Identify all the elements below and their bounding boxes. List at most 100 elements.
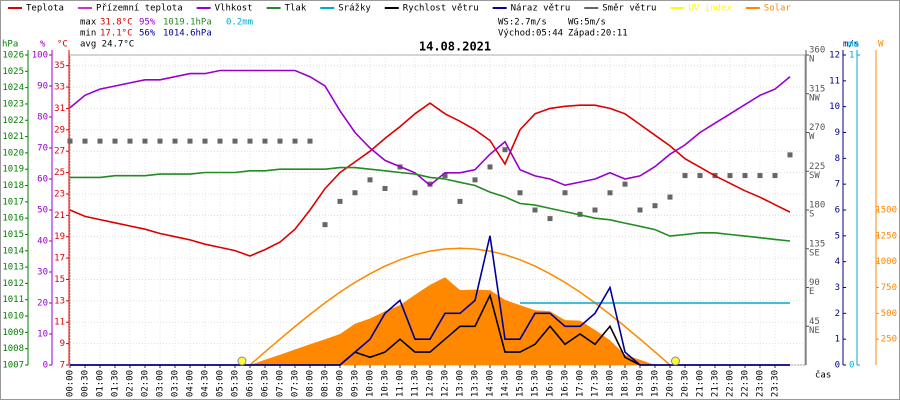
x-tick-label: 22:00: [726, 370, 736, 397]
y-tick-label: 11: [54, 318, 65, 328]
y-tick-label: 1025: [2, 67, 24, 77]
y-tick-label: 12: [829, 51, 840, 61]
stat-value: 1014.6hPa: [163, 29, 212, 39]
direction-point: [67, 138, 73, 144]
y-tick-label: 10: [37, 330, 48, 340]
series-line: [69, 69, 791, 187]
direction-point: [112, 138, 118, 144]
direction-point: [742, 173, 748, 179]
x-tick-label: 16:30: [561, 370, 571, 397]
legend-label: Vlhkost: [215, 4, 253, 14]
y-tick-name: SW: [809, 171, 820, 181]
y-tick-label: 6: [835, 206, 840, 216]
x-tick-label: 09:00: [336, 370, 346, 397]
y-tick-name: E: [809, 287, 814, 297]
y-tick-label: 0: [43, 361, 48, 371]
x-tick-label: 14:30: [501, 370, 511, 397]
y-tick-label: 1026: [2, 51, 24, 61]
y-tick-label: 225: [809, 162, 825, 172]
y-tick-label: 1: [849, 51, 854, 61]
wind-stat: WS:2.7m/s: [498, 18, 547, 28]
y-tick-label: 1024: [2, 83, 24, 93]
y-tick-label: 50: [37, 206, 48, 216]
direction-point: [622, 181, 628, 187]
x-tick-label: 18:30: [621, 370, 631, 397]
x-tick-label: 06:00: [246, 370, 256, 397]
direction-point: [592, 207, 598, 213]
y-tick-label: 180: [809, 201, 825, 211]
y-tick-label: 4: [835, 257, 840, 267]
x-tick-label: 20:30: [681, 370, 691, 397]
y-tick-label: 750: [881, 283, 897, 293]
y-tick-label: 1020: [2, 148, 24, 158]
x-tick-label: 03:30: [171, 370, 181, 397]
y-tick-label: 13: [54, 296, 65, 306]
legend-label: Přízemní teplota: [96, 4, 183, 14]
direction-point: [652, 203, 658, 209]
y-tick-label: 3: [835, 283, 840, 293]
y-tick-label: 11: [829, 76, 840, 86]
direction-point: [412, 190, 418, 196]
y-tick-label: 1012: [2, 279, 24, 289]
y-tick-name: W: [809, 132, 815, 142]
legend-label: UV index: [688, 4, 732, 14]
legend-label: Směr větru: [602, 4, 656, 14]
direction-point: [502, 147, 508, 153]
stat-avg: avg 24.7°C: [80, 40, 134, 50]
direction-point: [487, 164, 493, 170]
direction-point: [607, 190, 613, 196]
x-tick-label: 07:00: [276, 370, 286, 397]
x-tick-label: 06:30: [261, 370, 271, 397]
y-tick-name: NW: [809, 93, 820, 103]
y-tick-label: 1023: [2, 99, 24, 109]
y-tick-label: 90: [809, 278, 820, 288]
sunrise-time: 05:44: [536, 29, 563, 39]
y-tick-label: 19: [54, 232, 65, 242]
y-tick-label: 1000: [875, 257, 897, 267]
y-tick-label: 70: [37, 144, 48, 154]
x-tick-label: 23:00: [756, 370, 766, 397]
y-tick-label: 9: [835, 128, 840, 138]
y-tick-label: 270: [809, 123, 825, 133]
x-tick-label: 14:00: [486, 370, 496, 397]
y-tick-label: 1011: [2, 295, 24, 305]
y-tick-label: 1: [835, 335, 840, 345]
x-tick-label: 17:00: [576, 370, 586, 397]
axis-unit: mm: [848, 40, 859, 50]
sunset-label: Západ:: [568, 29, 601, 39]
x-tick-label: 01:00: [96, 370, 106, 397]
direction-point: [637, 207, 643, 213]
series-line: [69, 102, 791, 257]
solar-area: [70, 277, 790, 365]
direction-point: [772, 173, 778, 179]
y-tick-label: 1008: [2, 344, 24, 354]
direction-point: [292, 138, 298, 144]
stat-value: 0.2mm: [226, 18, 253, 28]
y-tick-label: 90: [37, 82, 48, 92]
x-axis-label: čas: [815, 370, 831, 381]
x-tick-label: 11:00: [396, 370, 406, 397]
y-tick-label: 20: [37, 299, 48, 309]
y-tick-label: 40: [37, 237, 48, 247]
direction-point: [727, 173, 733, 179]
legend-label: Rychlost větru: [403, 4, 479, 14]
x-tick-label: 07:30: [291, 370, 301, 397]
direction-point: [277, 138, 283, 144]
x-tick-label: 21:30: [711, 370, 721, 397]
legend-label: Náraz větru: [511, 4, 571, 14]
direction-point: [667, 194, 673, 200]
x-tick-label: 03:00: [156, 370, 166, 397]
y-tick-label: 1021: [2, 132, 24, 142]
y-tick-label: 1019: [2, 165, 24, 175]
x-tick-label: 11:30: [411, 370, 421, 397]
y-tick-label: 7: [835, 180, 840, 190]
y-tick-label: 135: [809, 239, 825, 249]
series-line: [70, 235, 790, 366]
y-tick-label: 29: [54, 125, 65, 135]
x-tick-label: 23:30: [771, 370, 781, 397]
direction-point: [547, 216, 553, 222]
y-tick-label: 21: [54, 211, 65, 221]
x-tick-label: 13:30: [471, 370, 481, 397]
axis-unit: °C: [57, 40, 68, 50]
y-tick-label: 2: [835, 309, 840, 319]
